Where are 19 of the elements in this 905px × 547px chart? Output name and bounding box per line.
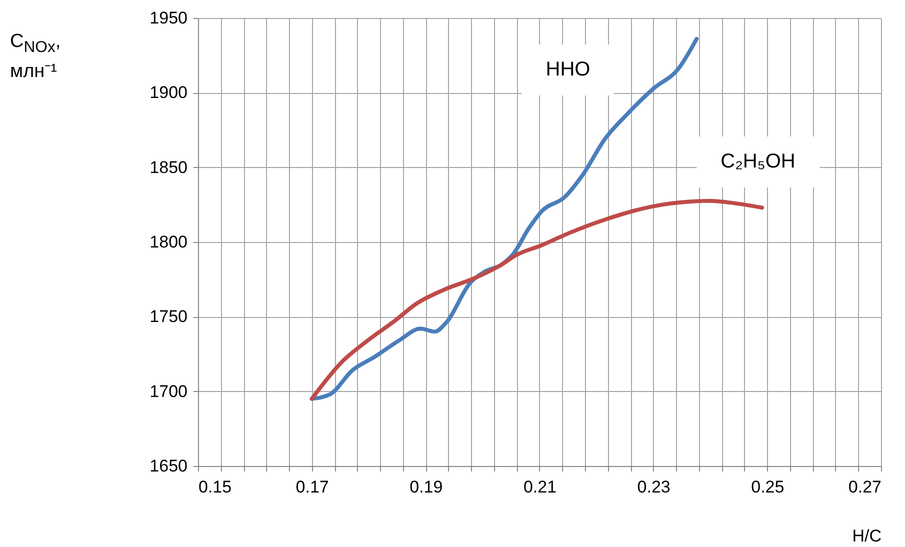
annotation: C₂H₅OH <box>696 136 820 188</box>
y-tick-label: 1700 <box>150 382 188 401</box>
x-tick-label: 0.27 <box>848 478 882 496</box>
x-tick-label: 0.23 <box>637 478 670 496</box>
annotation: HHO <box>522 44 614 96</box>
x-axis-title: H/C <box>852 526 882 546</box>
x-tick-label: 0.17 <box>296 478 329 496</box>
y-tick-label: 1850 <box>150 158 188 177</box>
y-tick-label: 1650 <box>150 456 188 476</box>
y-tick-label: 1750 <box>150 307 188 326</box>
y-tick-label: 1800 <box>150 232 188 252</box>
y-tick-label: 1950 <box>150 8 188 28</box>
x-tick-label: 0.25 <box>751 478 784 496</box>
x-tick-label: 0.21 <box>523 478 557 496</box>
y-tick-label: 1900 <box>150 83 188 102</box>
y-axis-title: C$_{NOx}$, млн⁻¹ <box>10 30 62 84</box>
x-tick-label: 0.19 <box>410 478 443 496</box>
x-tick-label: 0.15 <box>198 478 232 496</box>
line-series <box>310 198 764 401</box>
